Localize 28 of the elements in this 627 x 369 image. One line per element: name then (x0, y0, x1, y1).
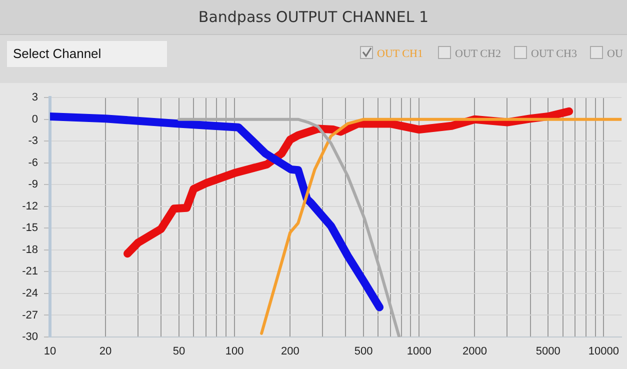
y-tick-label: -18 (22, 244, 38, 256)
y-tick-label: -15 (22, 222, 38, 234)
text: OU (607, 48, 623, 60)
x-tick-label: 2000 (462, 346, 487, 358)
text: Select Channel (7, 41, 167, 67)
x-tick-label: 10000 (588, 346, 620, 358)
x-tick-label: 5000 (536, 346, 560, 358)
x-tick-label: 200 (280, 346, 300, 358)
y-tick-label: -9 (28, 178, 38, 191)
text: OUT CH1 (377, 48, 423, 60)
y-tick-label: -6 (28, 156, 38, 169)
y-tick-label: 0 (32, 113, 38, 126)
x-tick-label: 20 (99, 346, 112, 358)
text: OUT CH3 (531, 48, 577, 60)
x-tick-label: 100 (225, 346, 244, 358)
y-tick-label: -3 (28, 135, 38, 148)
y-tick-label: -12 (22, 200, 38, 212)
y-tick-label: -24 (22, 288, 38, 300)
x-tick-label: 10 (44, 346, 56, 358)
y-tick-label: -27 (22, 309, 38, 322)
x-tick-label: 1000 (406, 346, 432, 358)
y-tick-label: -21 (22, 266, 38, 278)
text: OUT CH2 (455, 48, 501, 60)
chart-title: Bandpass OUTPUT CHANNEL 1 (0, 0, 627, 35)
x-tick-label: 50 (172, 346, 186, 358)
y-tick-label: -30 (22, 331, 38, 344)
x-tick-label: 500 (354, 346, 373, 358)
y-tick-label: 3 (32, 92, 38, 104)
